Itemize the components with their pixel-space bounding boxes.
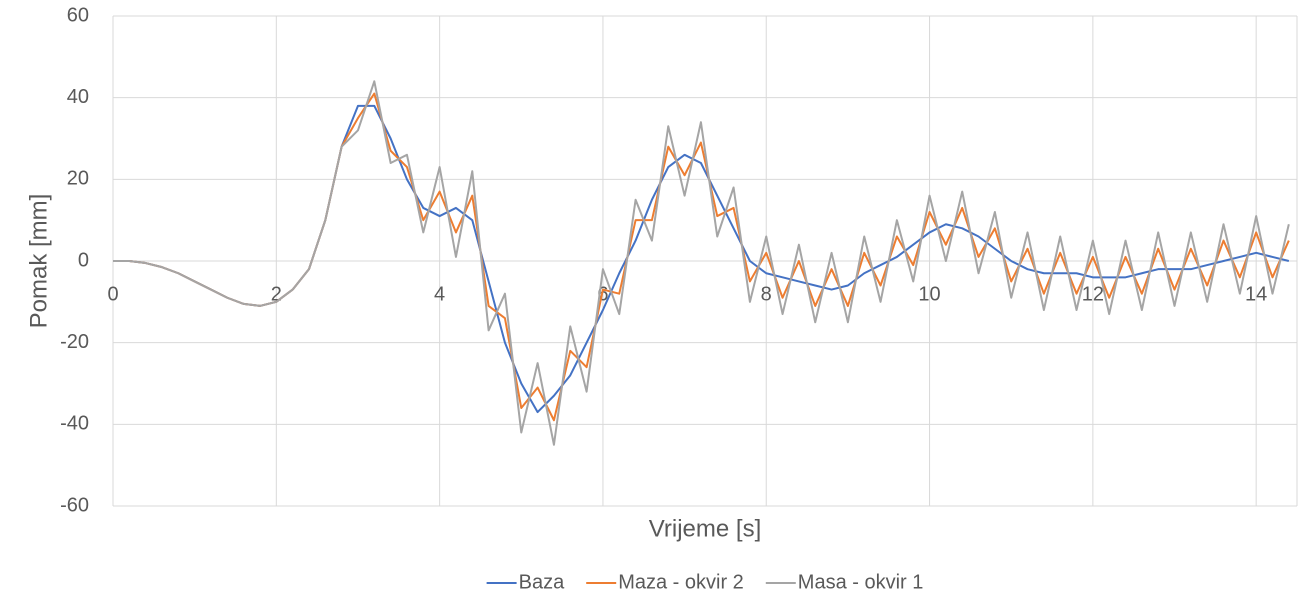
y-axis-title: Pomak [mm]: [25, 194, 52, 329]
series-line: [113, 80, 1290, 446]
y-tick-label: 40: [67, 86, 89, 108]
x-tick-label: 12: [1082, 283, 1104, 305]
y-tick-label: -20: [60, 331, 89, 353]
y-tick-label: 0: [78, 249, 89, 271]
x-tick-label: 4: [434, 283, 445, 305]
x-tick-label: 10: [918, 283, 940, 305]
x-tick-label: 0: [107, 283, 118, 305]
x-axis-title: Vrijeme [s]: [649, 515, 761, 542]
legend-label: Maza - okvir 2: [618, 571, 744, 593]
y-tick-label: 60: [67, 4, 89, 26]
legend-label: Baza: [519, 571, 565, 593]
legend-label: Masa - okvir 1: [798, 571, 924, 593]
y-tick-label: -60: [60, 494, 89, 516]
x-tick-label: 2: [271, 283, 282, 305]
x-tick-label: 8: [761, 283, 772, 305]
series-line: [113, 92, 1290, 422]
y-tick-label: -40: [60, 413, 89, 435]
y-tick-label: 20: [67, 168, 89, 190]
series-line: [113, 104, 1290, 414]
x-tick-label: 14: [1245, 283, 1267, 305]
